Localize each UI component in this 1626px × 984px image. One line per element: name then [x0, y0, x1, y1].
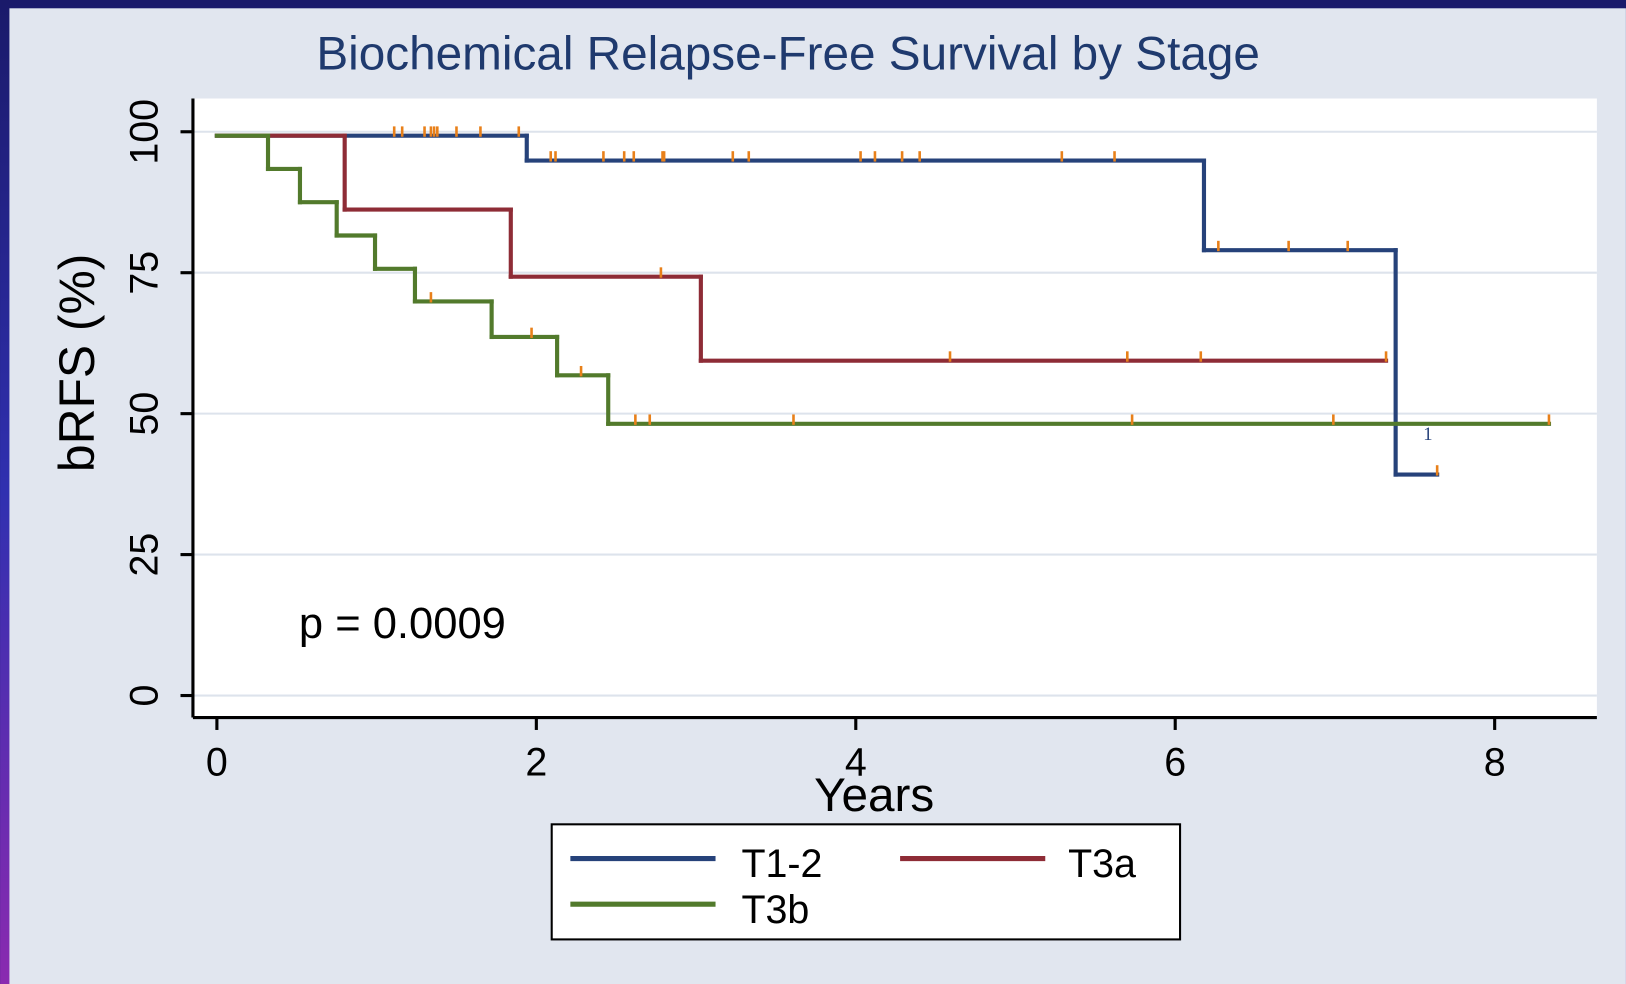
series	[214, 126, 1440, 477]
legend-label: T3a	[1068, 842, 1136, 886]
y-tick-label: 50	[123, 392, 167, 436]
x-tick-label: 2	[525, 741, 547, 785]
series	[214, 133, 1552, 426]
y-tick-label: 25	[123, 533, 167, 577]
x-tick-label: 4	[845, 741, 867, 785]
x-tick-label: 8	[1484, 741, 1506, 785]
y-axis-label: bRFS (%)	[49, 254, 105, 472]
x-axis-label: Years	[814, 769, 934, 822]
p-value: p = 0.0009	[299, 600, 506, 648]
legend-label: T1-2	[741, 842, 822, 886]
legend-label: T3b	[741, 888, 809, 932]
annotation: 1	[1423, 424, 1432, 445]
y-tick-label: 100	[123, 99, 167, 165]
x-tick-label: 6	[1164, 741, 1186, 785]
x-tick-label: 0	[206, 741, 228, 785]
plot-layer: 0 25 50 75 100 0 2 4 6 8	[123, 98, 1597, 785]
y-tick-label: 75	[123, 251, 167, 295]
y-tick-label: 0	[123, 685, 167, 707]
chart-title: Biochemical Relapse-Free Survival by Sta…	[316, 28, 1260, 81]
legend	[550, 823, 1182, 941]
plot-area	[192, 98, 1597, 718]
